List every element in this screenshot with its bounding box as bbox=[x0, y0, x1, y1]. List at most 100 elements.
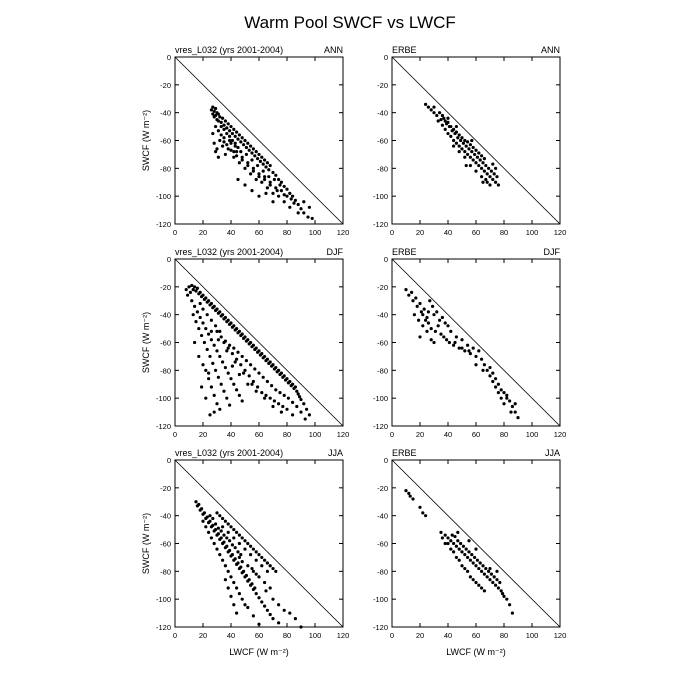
data-point bbox=[474, 169, 478, 173]
data-point bbox=[484, 177, 488, 182]
x-tick-label: 40 bbox=[444, 631, 452, 640]
data-point bbox=[258, 159, 262, 163]
data-point bbox=[279, 189, 283, 193]
data-point bbox=[279, 371, 283, 375]
x-tick-label: 120 bbox=[554, 430, 567, 439]
x-tick-label: 80 bbox=[500, 631, 508, 640]
data-point bbox=[466, 140, 470, 144]
data-point bbox=[412, 313, 416, 317]
data-point bbox=[211, 105, 215, 109]
data-point bbox=[443, 321, 447, 325]
data-point bbox=[240, 332, 244, 336]
data-point bbox=[485, 172, 489, 176]
data-point bbox=[443, 541, 447, 546]
data-point bbox=[263, 175, 267, 179]
y-tick-label: -40 bbox=[377, 512, 388, 521]
data-point bbox=[216, 129, 220, 133]
data-point bbox=[216, 155, 220, 159]
data-point bbox=[281, 404, 285, 409]
data-point bbox=[470, 553, 474, 557]
data-point bbox=[243, 335, 247, 339]
panel-left-label: vres_L032 (yrs 2001-2004) bbox=[175, 448, 283, 458]
data-point bbox=[201, 321, 205, 325]
data-point bbox=[250, 582, 254, 586]
data-point bbox=[214, 113, 218, 118]
data-point bbox=[218, 329, 222, 333]
x-tick-label: 0 bbox=[390, 228, 394, 237]
data-point bbox=[480, 154, 484, 158]
data-point bbox=[225, 126, 229, 130]
data-point bbox=[254, 346, 258, 350]
data-point bbox=[261, 375, 265, 379]
data-point bbox=[236, 550, 240, 554]
data-point bbox=[485, 575, 489, 579]
data-point bbox=[225, 536, 229, 540]
data-point bbox=[291, 400, 295, 404]
y-tick-label: -120 bbox=[373, 422, 388, 431]
data-point bbox=[211, 112, 215, 116]
data-point bbox=[456, 136, 460, 140]
data-point bbox=[249, 363, 253, 367]
data-point bbox=[295, 404, 299, 409]
data-point bbox=[307, 205, 311, 209]
data-point bbox=[467, 349, 471, 353]
data-point bbox=[228, 343, 232, 347]
data-point bbox=[232, 580, 236, 585]
data-point bbox=[463, 566, 467, 571]
data-point bbox=[235, 150, 239, 154]
x-tick-label: 40 bbox=[227, 430, 235, 439]
data-point bbox=[299, 397, 303, 402]
data-point bbox=[212, 343, 216, 347]
data-point bbox=[264, 165, 268, 169]
data-point bbox=[426, 310, 430, 314]
data-point bbox=[491, 371, 495, 375]
data-point bbox=[254, 389, 258, 393]
data-point bbox=[250, 189, 254, 193]
data-point bbox=[492, 172, 496, 176]
data-point bbox=[201, 519, 205, 523]
data-point bbox=[223, 315, 227, 320]
data-point bbox=[293, 617, 297, 621]
data-point bbox=[454, 124, 458, 129]
data-point bbox=[289, 197, 293, 201]
data-point bbox=[282, 193, 286, 197]
data-point bbox=[204, 396, 208, 400]
data-point bbox=[237, 372, 241, 377]
data-point bbox=[436, 119, 440, 123]
data-point bbox=[439, 530, 443, 534]
data-point bbox=[190, 283, 194, 288]
data-point bbox=[310, 216, 314, 221]
data-point bbox=[251, 343, 255, 347]
data-point bbox=[226, 586, 230, 590]
data-point bbox=[208, 354, 212, 359]
data-point bbox=[214, 527, 218, 532]
data-point bbox=[496, 586, 500, 590]
data-point bbox=[268, 360, 272, 364]
data-point bbox=[222, 140, 226, 144]
data-point bbox=[449, 124, 453, 129]
data-point bbox=[209, 329, 213, 333]
x-tick-label: 20 bbox=[199, 631, 207, 640]
data-point bbox=[471, 158, 475, 162]
data-point bbox=[239, 140, 243, 144]
data-point bbox=[480, 586, 484, 590]
data-point bbox=[271, 191, 275, 195]
data-point bbox=[446, 324, 450, 328]
data-point bbox=[232, 150, 236, 154]
data-point bbox=[505, 396, 509, 400]
data-point bbox=[218, 354, 222, 359]
data-point bbox=[460, 550, 464, 554]
data-point bbox=[235, 130, 239, 134]
data-point bbox=[466, 555, 470, 560]
data-point bbox=[197, 326, 201, 331]
data-point bbox=[240, 597, 244, 601]
data-point bbox=[205, 515, 209, 519]
data-point bbox=[460, 338, 464, 342]
data-point bbox=[425, 329, 429, 333]
data-point bbox=[265, 379, 269, 384]
x-tick-label: 60 bbox=[472, 631, 480, 640]
y-tick-label: -100 bbox=[156, 192, 171, 201]
data-point bbox=[299, 207, 303, 211]
data-point bbox=[225, 131, 229, 136]
panel-right-label: ANN bbox=[541, 45, 560, 55]
